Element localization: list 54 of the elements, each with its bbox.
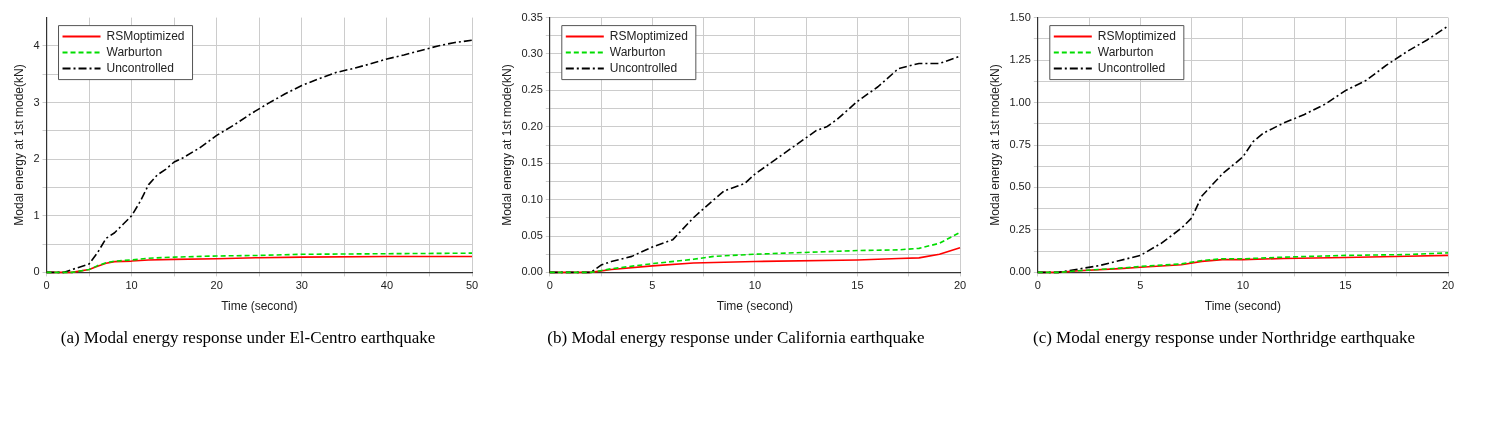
y-tick-label: 0.10 — [521, 192, 543, 205]
legend-label: Uncontrolled — [1097, 60, 1166, 75]
x-axis-title: Time (second) — [716, 299, 794, 314]
legend-label: RSMoptimized — [609, 28, 688, 43]
legend-label: Uncontrolled — [609, 60, 678, 75]
y-tick-label: 0.75 — [1009, 138, 1031, 151]
y-tick-label: 0.20 — [521, 119, 543, 132]
y-axis-title: Modal energy at 1st mode(kN) — [11, 64, 26, 226]
y-tick-label: 0.05 — [521, 229, 543, 242]
text: (b) Modal energy response under California earthquake — [546, 327, 926, 349]
x-tick-label: 5 — [649, 279, 656, 292]
x-tick-label: 0 — [546, 279, 553, 292]
x-tick-label: 20 — [210, 279, 223, 292]
y-tick-label: 1.25 — [1009, 53, 1031, 66]
x-axis-title: Time (second) — [1204, 299, 1282, 314]
y-tick-label: 3 — [33, 95, 40, 108]
y-tick-label: 1.00 — [1009, 95, 1031, 108]
y-tick-label: 2 — [33, 152, 40, 165]
y-tick-label: 1.50 — [1009, 10, 1031, 23]
y-tick-label: 0.35 — [521, 10, 543, 23]
legend-label: Warburton — [1097, 44, 1154, 59]
y-tick-label: 0.00 — [521, 265, 543, 278]
y-tick-label: 0.50 — [1009, 180, 1031, 193]
legend-label: RSMoptimized — [1097, 28, 1176, 43]
y-tick-label: 0.25 — [521, 83, 543, 96]
x-tick-label: 15 — [851, 279, 864, 292]
text: (a) Modal energy response under El-Centro earthquake — [59, 327, 437, 349]
x-tick-label: 20 — [953, 279, 967, 292]
y-tick-label: 1 — [33, 208, 40, 221]
x-tick-label: 15 — [1339, 279, 1352, 292]
x-tick-label: 10 — [748, 279, 762, 292]
x-tick-label: 50 — [465, 279, 479, 292]
x-tick-label: 0 — [43, 279, 50, 292]
legend-label: Warburton — [106, 44, 163, 59]
y-axis-title: Modal energy at 1st mode(kN) — [499, 64, 514, 226]
x-axis-title: Time (second) — [221, 299, 298, 314]
y-tick-label: 4 — [33, 38, 40, 51]
y-tick-label: 0 — [33, 265, 40, 278]
legend-label: RSMoptimized — [106, 28, 185, 43]
x-tick-label: 30 — [295, 279, 308, 292]
legend-label: Uncontrolled — [106, 60, 174, 75]
y-tick-label: 0.25 — [1009, 222, 1031, 235]
y-tick-label: 0.30 — [521, 47, 543, 60]
x-tick-label: 5 — [1137, 279, 1144, 292]
x-tick-label: 10 — [125, 279, 138, 292]
x-tick-label: 0 — [1034, 279, 1041, 292]
text: (c) Modal energy response under Northridge earthquake — [1031, 327, 1416, 349]
y-tick-label: 0.15 — [521, 156, 543, 169]
x-tick-label: 20 — [1441, 279, 1455, 292]
y-tick-label: 0.00 — [1009, 265, 1031, 278]
y-axis-title: Modal energy at 1st mode(kN) — [987, 64, 1002, 226]
x-tick-label: 10 — [1236, 279, 1250, 292]
legend-label: Warburton — [609, 44, 666, 59]
x-tick-label: 40 — [380, 279, 394, 292]
